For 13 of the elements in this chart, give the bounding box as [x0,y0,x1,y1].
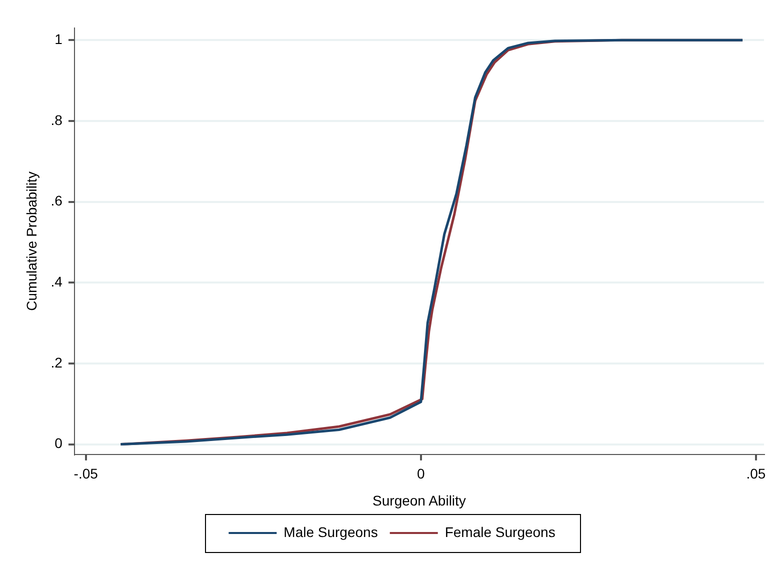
legend-label: Male Surgeons [284,524,378,540]
y-tick-label: .4 [50,273,63,290]
y-tick-label: .2 [50,354,63,370]
y-tick-label: 1 [54,30,63,47]
y-tick-label: 0 [54,435,63,452]
y-tick-label: .6 [50,192,63,209]
x-tick-label: -.05 [74,466,98,482]
x-tick-label: 0 [417,466,426,482]
x-axis-title: Surgeon Ability [372,492,466,508]
x-tick-label: .05 [746,466,766,482]
legend-label: Female Surgeons [444,524,556,540]
y-tick-label: .8 [50,112,63,128]
y-axis-title: Cumulative Probability [23,172,40,311]
